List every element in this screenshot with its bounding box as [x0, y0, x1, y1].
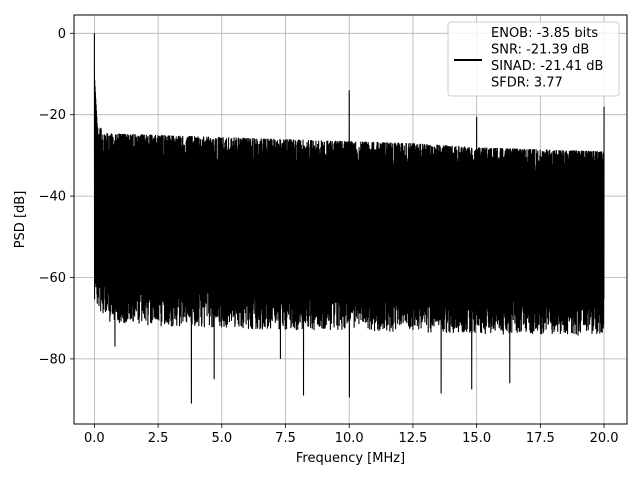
y-tick-label: −60: [39, 271, 66, 286]
legend-box: [447, 21, 620, 97]
plot-frame: [73, 14, 628, 425]
legend-enob: ENOB: -3.85 bits: [491, 26, 598, 41]
psd-line: [93, 33, 605, 404]
y-tick-label: −80: [39, 352, 66, 367]
x-tick-label: 20.0: [590, 431, 619, 446]
legend: ENOB: -3.85 bits SNR: -21.39 dB SINAD: -…: [447, 21, 620, 97]
x-axis-title: Frequency [MHz]: [296, 451, 405, 466]
psd-series: [93, 33, 605, 404]
x-tick-label: 10.0: [335, 431, 364, 446]
x-tick-label: 2.5: [148, 431, 169, 446]
x-tick-label: 17.5: [526, 431, 555, 446]
y-tick-label: 0: [58, 27, 66, 42]
legend-snr: SNR: -21.39 dB: [491, 43, 589, 58]
x-tick-label: 15.0: [462, 431, 491, 446]
legend-sinad: SINAD: -21.41 dB: [491, 59, 603, 74]
x-tick-label: 7.5: [275, 431, 296, 446]
axis-ticks: 0.0 2.5 5.0 7.5 10.0 12.5 15.0 17.5 20.0 0 −20 −40 −…: [39, 27, 619, 446]
y-tick-label: −40: [39, 190, 66, 205]
y-tick-label: −20: [39, 108, 66, 123]
x-tick-label: 0.0: [84, 431, 105, 446]
y-axis-title: PSD [dB]: [13, 191, 28, 249]
x-tick-label: 5.0: [211, 431, 232, 446]
x-tick-label: 12.5: [398, 431, 427, 446]
legend-sfdr: SFDR: 3.77: [491, 76, 563, 91]
